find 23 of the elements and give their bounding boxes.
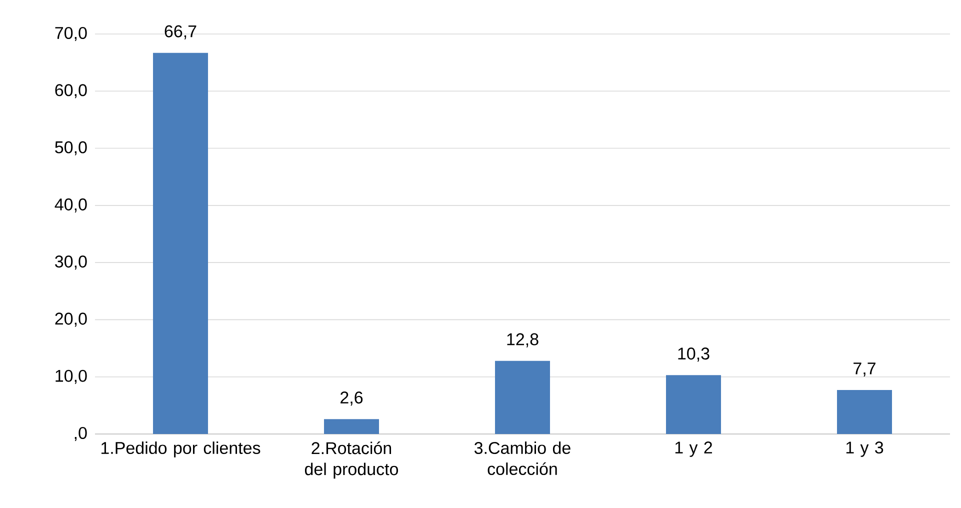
data-label: 7,7 xyxy=(854,362,876,376)
bar xyxy=(836,390,892,434)
y-tick-label: 70,0 xyxy=(55,26,87,42)
y-tick-label: 20,0 xyxy=(55,312,87,327)
data-label: 10,3 xyxy=(678,348,710,362)
x-tick-label: 3.Cambio de colección xyxy=(474,442,570,476)
bar xyxy=(666,375,721,434)
x-tick-label: 1.Pedido por clientes xyxy=(101,442,260,458)
x-tick-label: 2.Rotación del producto xyxy=(304,442,398,479)
bar xyxy=(495,360,550,434)
y-tick-label: 40,0 xyxy=(54,198,87,212)
y-tick-label: 30,0 xyxy=(55,256,87,270)
bar xyxy=(324,419,380,434)
bar xyxy=(153,52,208,434)
x-tick-label: 1 y 3 xyxy=(846,442,884,457)
data-label: 12,8 xyxy=(507,333,538,348)
y-tick-label: 60,0 xyxy=(55,84,87,98)
y-tick-label: 50,0 xyxy=(55,141,87,156)
data-label: 66,7 xyxy=(164,25,196,40)
y-tick-label: ,0 xyxy=(74,426,87,442)
y-tick-label: 10,0 xyxy=(56,370,87,384)
x-tick-label: 1 y 2 xyxy=(675,442,712,457)
data-label: 2,6 xyxy=(340,392,363,406)
